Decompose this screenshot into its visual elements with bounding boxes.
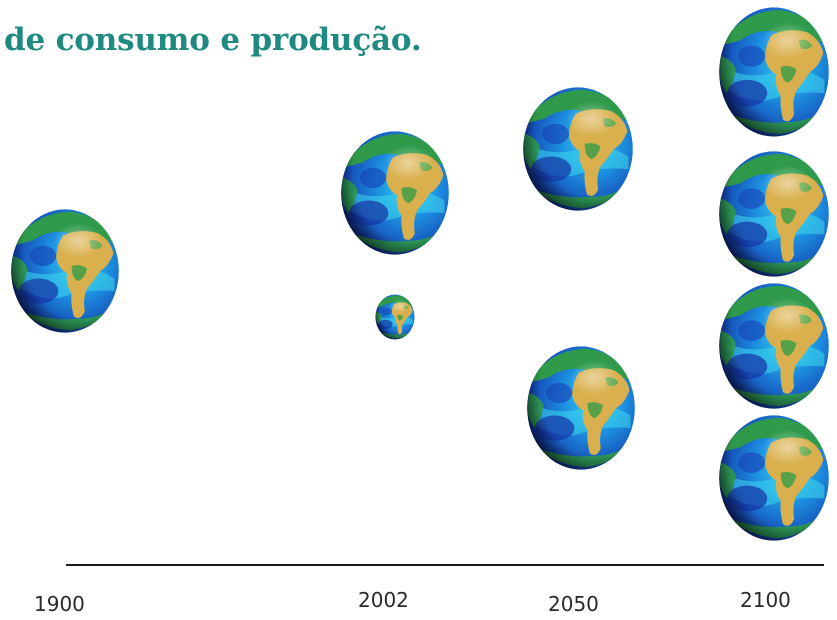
- earth-globe-icon-2002-small: [375, 294, 415, 340]
- year-label-2050: 2050: [548, 592, 599, 616]
- slide-title: de consumo e produção.: [4, 22, 422, 58]
- timeline-axis: [66, 564, 824, 566]
- earth-globe-icon-2100-4: [718, 414, 830, 542]
- earth-globe-icon-2050-bottom: [526, 345, 636, 471]
- earth-globe-icon-2100-1: [718, 6, 830, 138]
- year-label-2002: 2002: [358, 588, 409, 612]
- year-label-2100: 2100: [740, 588, 791, 612]
- earth-globe-icon-2100-2: [718, 150, 830, 278]
- earth-globe-icon-2100-3: [718, 282, 830, 410]
- year-label-1900: 1900: [34, 592, 85, 616]
- earth-globe-icon-2050-top: [522, 86, 634, 212]
- earth-globe-icon-2002-large: [340, 130, 450, 256]
- earth-globe-icon-1900: [10, 208, 120, 334]
